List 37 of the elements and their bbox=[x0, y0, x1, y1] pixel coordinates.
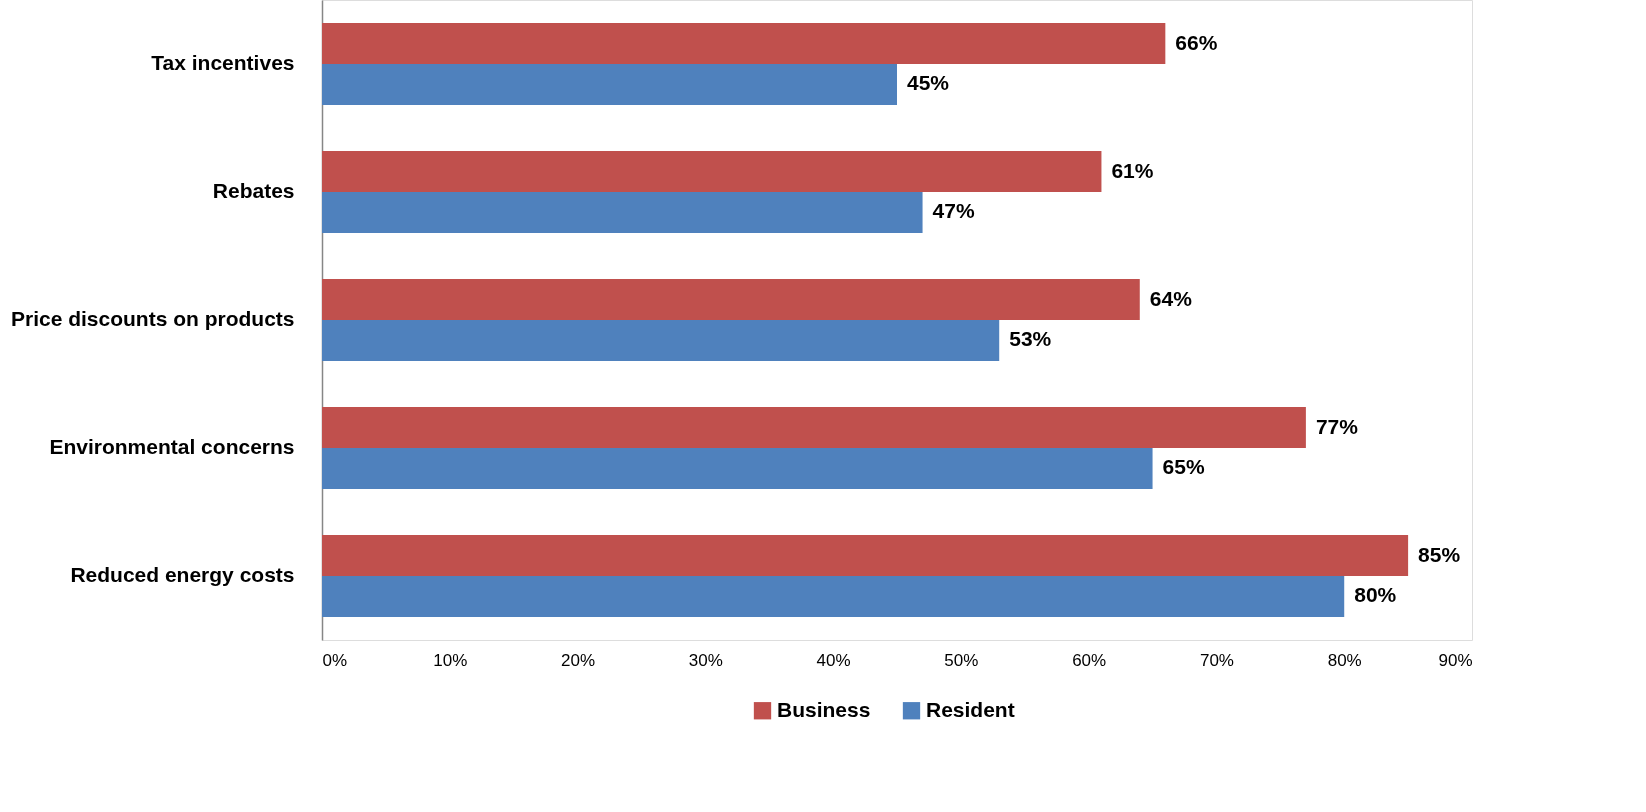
bar bbox=[322, 23, 1166, 64]
bar bbox=[322, 320, 1000, 361]
bar bbox=[322, 192, 923, 233]
data-label: 77% bbox=[1315, 414, 1359, 438]
x-tick-label: 60% bbox=[1072, 650, 1107, 670]
y-tick-label: Tax incentives bbox=[151, 51, 295, 74]
x-tick-label: 40% bbox=[816, 650, 851, 670]
bar bbox=[322, 279, 1140, 320]
x-tick-label: 20% bbox=[561, 650, 596, 670]
data-label: 66% bbox=[1175, 30, 1218, 54]
bar bbox=[322, 407, 1306, 448]
y-tick-label: Reduced energy costs bbox=[70, 563, 295, 586]
bar bbox=[322, 64, 897, 105]
data-label: 53% bbox=[1009, 327, 1052, 351]
data-label: 47% bbox=[932, 199, 975, 223]
data-label: 61% bbox=[1111, 158, 1154, 182]
legend-label: Resident bbox=[926, 697, 1015, 721]
data-label: 65% bbox=[1162, 455, 1205, 479]
x-tick-label: 30% bbox=[688, 650, 723, 670]
x-tick-label: 70% bbox=[1199, 650, 1234, 670]
y-tick-label: Rebates bbox=[212, 179, 295, 202]
bar bbox=[322, 151, 1102, 192]
bar bbox=[322, 535, 1409, 576]
data-label: 45% bbox=[907, 71, 950, 95]
data-label: 85% bbox=[1418, 542, 1461, 566]
x-tick-label: 90% bbox=[1438, 650, 1473, 670]
x-tick-label: 10% bbox=[433, 650, 468, 670]
x-tick-label: 0% bbox=[322, 650, 348, 670]
legend-label: Business bbox=[777, 697, 871, 721]
data-label: 80% bbox=[1354, 583, 1397, 607]
data-label: 64% bbox=[1149, 286, 1193, 310]
x-tick-label: 80% bbox=[1327, 650, 1362, 670]
bar bbox=[322, 448, 1153, 489]
bar bbox=[322, 576, 1345, 617]
x-tick-label: 50% bbox=[944, 650, 979, 670]
y-tick-label: Environmental concerns bbox=[49, 435, 295, 458]
y-tick-label: Price discounts on products bbox=[10, 307, 295, 330]
